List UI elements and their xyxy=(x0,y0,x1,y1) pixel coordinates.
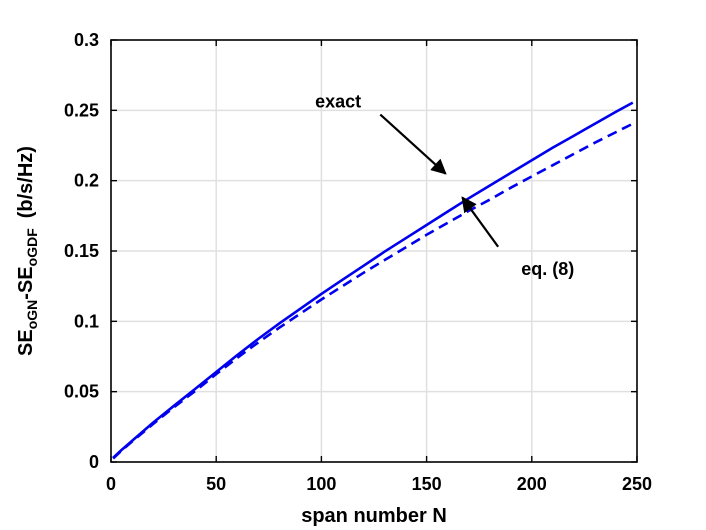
x-tick-label: 50 xyxy=(206,474,226,494)
x-tick-label: 100 xyxy=(306,474,336,494)
y-axis-label-sub1: oGN xyxy=(24,300,40,330)
x-tick-label: 200 xyxy=(517,474,547,494)
annotation-layer: exact eq. (8) xyxy=(315,92,574,279)
y-axis-label-sub2: oGDF xyxy=(24,228,40,267)
x-tick-label: 250 xyxy=(622,474,652,494)
y-axis-label-mid: -SE xyxy=(15,266,37,299)
y-tick-label: 0.05 xyxy=(64,382,99,402)
annotation-label: eq. (8) xyxy=(521,259,574,279)
series-line-exact xyxy=(112,101,634,459)
y-axis-label-suffix: (b/s/Hz) xyxy=(15,146,37,218)
y-axis-label: SEoGN-SEoGDF (b/s/Hz) xyxy=(15,146,40,356)
x-axis-label: span number N xyxy=(301,505,447,527)
y-tick-label: 0.25 xyxy=(64,100,99,120)
y-tick-label: 0.15 xyxy=(64,241,99,261)
y-tick-label: 0 xyxy=(89,452,99,472)
series-layer xyxy=(112,101,634,460)
x-tick-label: 150 xyxy=(412,474,442,494)
grid-layer xyxy=(111,40,637,462)
series-line-eq8 xyxy=(112,122,634,460)
y-tick-label: 0.1 xyxy=(74,311,99,331)
tick-layer: 0 50 100 150 200 250 0 0.05 0.1 0.15 0.2 0.25 0.3 xyxy=(64,30,652,494)
annotation-label: exact xyxy=(315,92,361,112)
annotation-arrow xyxy=(379,113,447,175)
y-tick-label: 0.3 xyxy=(74,30,99,50)
x-tick-label: 0 xyxy=(106,474,116,494)
y-axis-label-prefix: SE xyxy=(15,329,37,356)
annotation-arrow xyxy=(461,196,500,248)
y-tick-label: 0.2 xyxy=(74,171,99,191)
